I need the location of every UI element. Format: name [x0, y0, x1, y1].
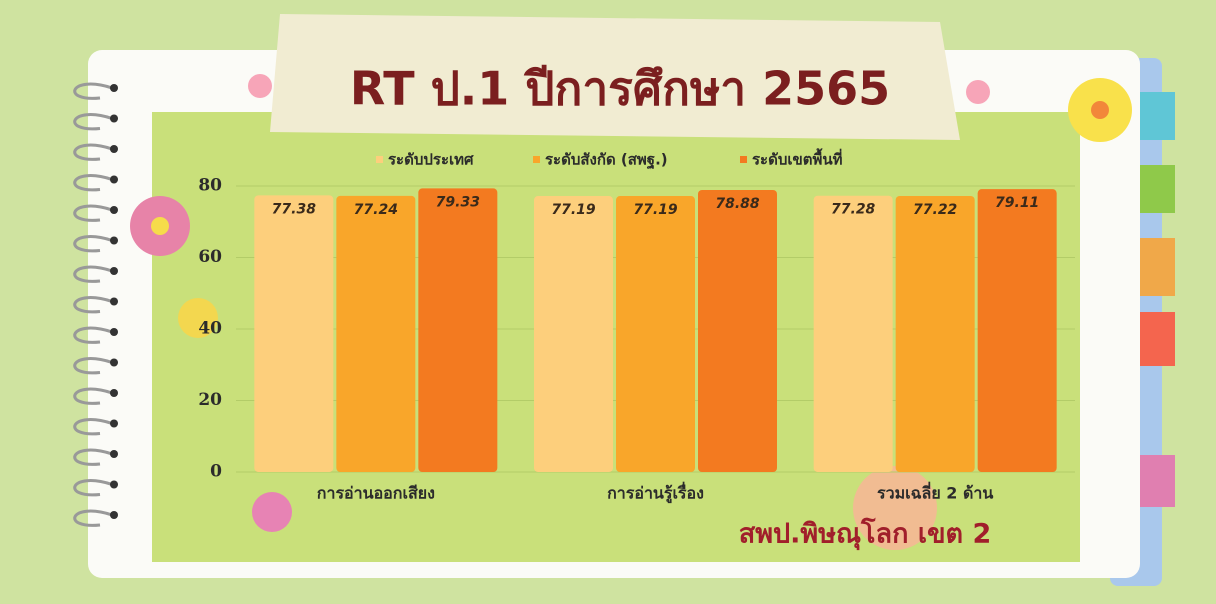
spiral-hole — [110, 145, 118, 153]
spiral-ring — [73, 326, 113, 344]
legend-swatch — [533, 156, 540, 163]
bar — [616, 196, 695, 472]
annotation: สพป.พิษณุโลก เขต 2 — [739, 517, 992, 551]
tab — [1135, 165, 1175, 213]
title-banner — [270, 14, 960, 140]
spiral-hole — [110, 267, 118, 275]
flower — [252, 492, 292, 532]
spiral-ring — [73, 143, 113, 161]
spiral-hole — [110, 358, 118, 367]
spiral-ring — [73, 235, 113, 253]
spiral — [73, 82, 118, 527]
bar — [418, 188, 498, 472]
flower — [966, 80, 990, 104]
value-label: 77.19 — [551, 202, 596, 218]
tab — [1135, 92, 1175, 140]
value-label: 77.24 — [354, 202, 398, 218]
y-tick-label: 60 — [198, 247, 222, 267]
spiral-ring — [73, 113, 113, 131]
tab — [1135, 312, 1175, 366]
spiral-ring — [73, 509, 113, 527]
value-label: 77.22 — [913, 202, 957, 218]
flower — [151, 217, 169, 235]
spiral-ring — [73, 387, 113, 405]
spiral-hole — [110, 328, 118, 336]
bar — [336, 195, 416, 472]
flower — [1091, 101, 1109, 119]
value-label: 77.38 — [272, 201, 317, 217]
spiral-ring — [73, 418, 113, 436]
spiral-ring — [73, 448, 113, 466]
spiral-hole — [110, 175, 118, 184]
legend-swatch — [376, 156, 383, 163]
x-tick-label: การอ่านออกเสียง — [317, 484, 435, 503]
bar — [813, 195, 893, 472]
y-tick-label: 40 — [198, 319, 222, 339]
value-label: 79.33 — [436, 194, 480, 210]
legend-label: ระดับประเทศ — [388, 151, 474, 169]
spiral-hole — [110, 114, 118, 123]
flower — [178, 298, 218, 338]
spiral-ring — [73, 357, 113, 375]
legend-swatch — [740, 156, 747, 163]
spiral-hole — [110, 84, 118, 92]
legend-label: ระดับเขตพื้นที่ — [752, 148, 843, 169]
bar — [977, 189, 1057, 472]
value-label: 78.88 — [715, 196, 760, 212]
spiral-ring — [73, 204, 113, 222]
value-label: 77.19 — [633, 202, 678, 218]
bar — [698, 190, 777, 472]
spiral-ring — [73, 265, 113, 283]
bar — [254, 195, 334, 472]
chart-title: RT ป.1 ปีการศึกษา 2565 — [350, 62, 890, 116]
spiral-hole — [110, 389, 118, 397]
spiral-hole — [110, 206, 118, 214]
spiral-hole — [110, 480, 118, 489]
tab — [1135, 238, 1175, 296]
flower — [248, 74, 272, 98]
spiral-ring — [73, 82, 113, 100]
flower — [853, 466, 937, 550]
tab — [1135, 455, 1175, 507]
spiral-ring — [73, 479, 113, 497]
bar — [534, 196, 613, 472]
x-tick-label: รวมเฉลี่ย 2 ด้าน — [877, 482, 993, 503]
legend-label: ระดับสังกัด (สพฐ.) — [545, 151, 668, 170]
spiral-hole — [110, 450, 118, 458]
y-tick-label: 80 — [198, 176, 222, 196]
bar — [895, 195, 975, 472]
value-label: 77.28 — [831, 202, 876, 218]
value-label: 79.11 — [995, 195, 1039, 211]
spiral-ring — [73, 174, 113, 192]
spiral-hole — [110, 297, 118, 306]
x-tick-label: การอ่านรู้เรื่อง — [607, 482, 704, 505]
spiral-ring — [73, 296, 113, 314]
spiral-hole — [110, 511, 118, 519]
spiral-hole — [110, 419, 118, 428]
y-tick-label: 20 — [198, 390, 222, 410]
spiral-hole — [110, 236, 118, 245]
y-tick-label: 0 — [210, 462, 222, 482]
